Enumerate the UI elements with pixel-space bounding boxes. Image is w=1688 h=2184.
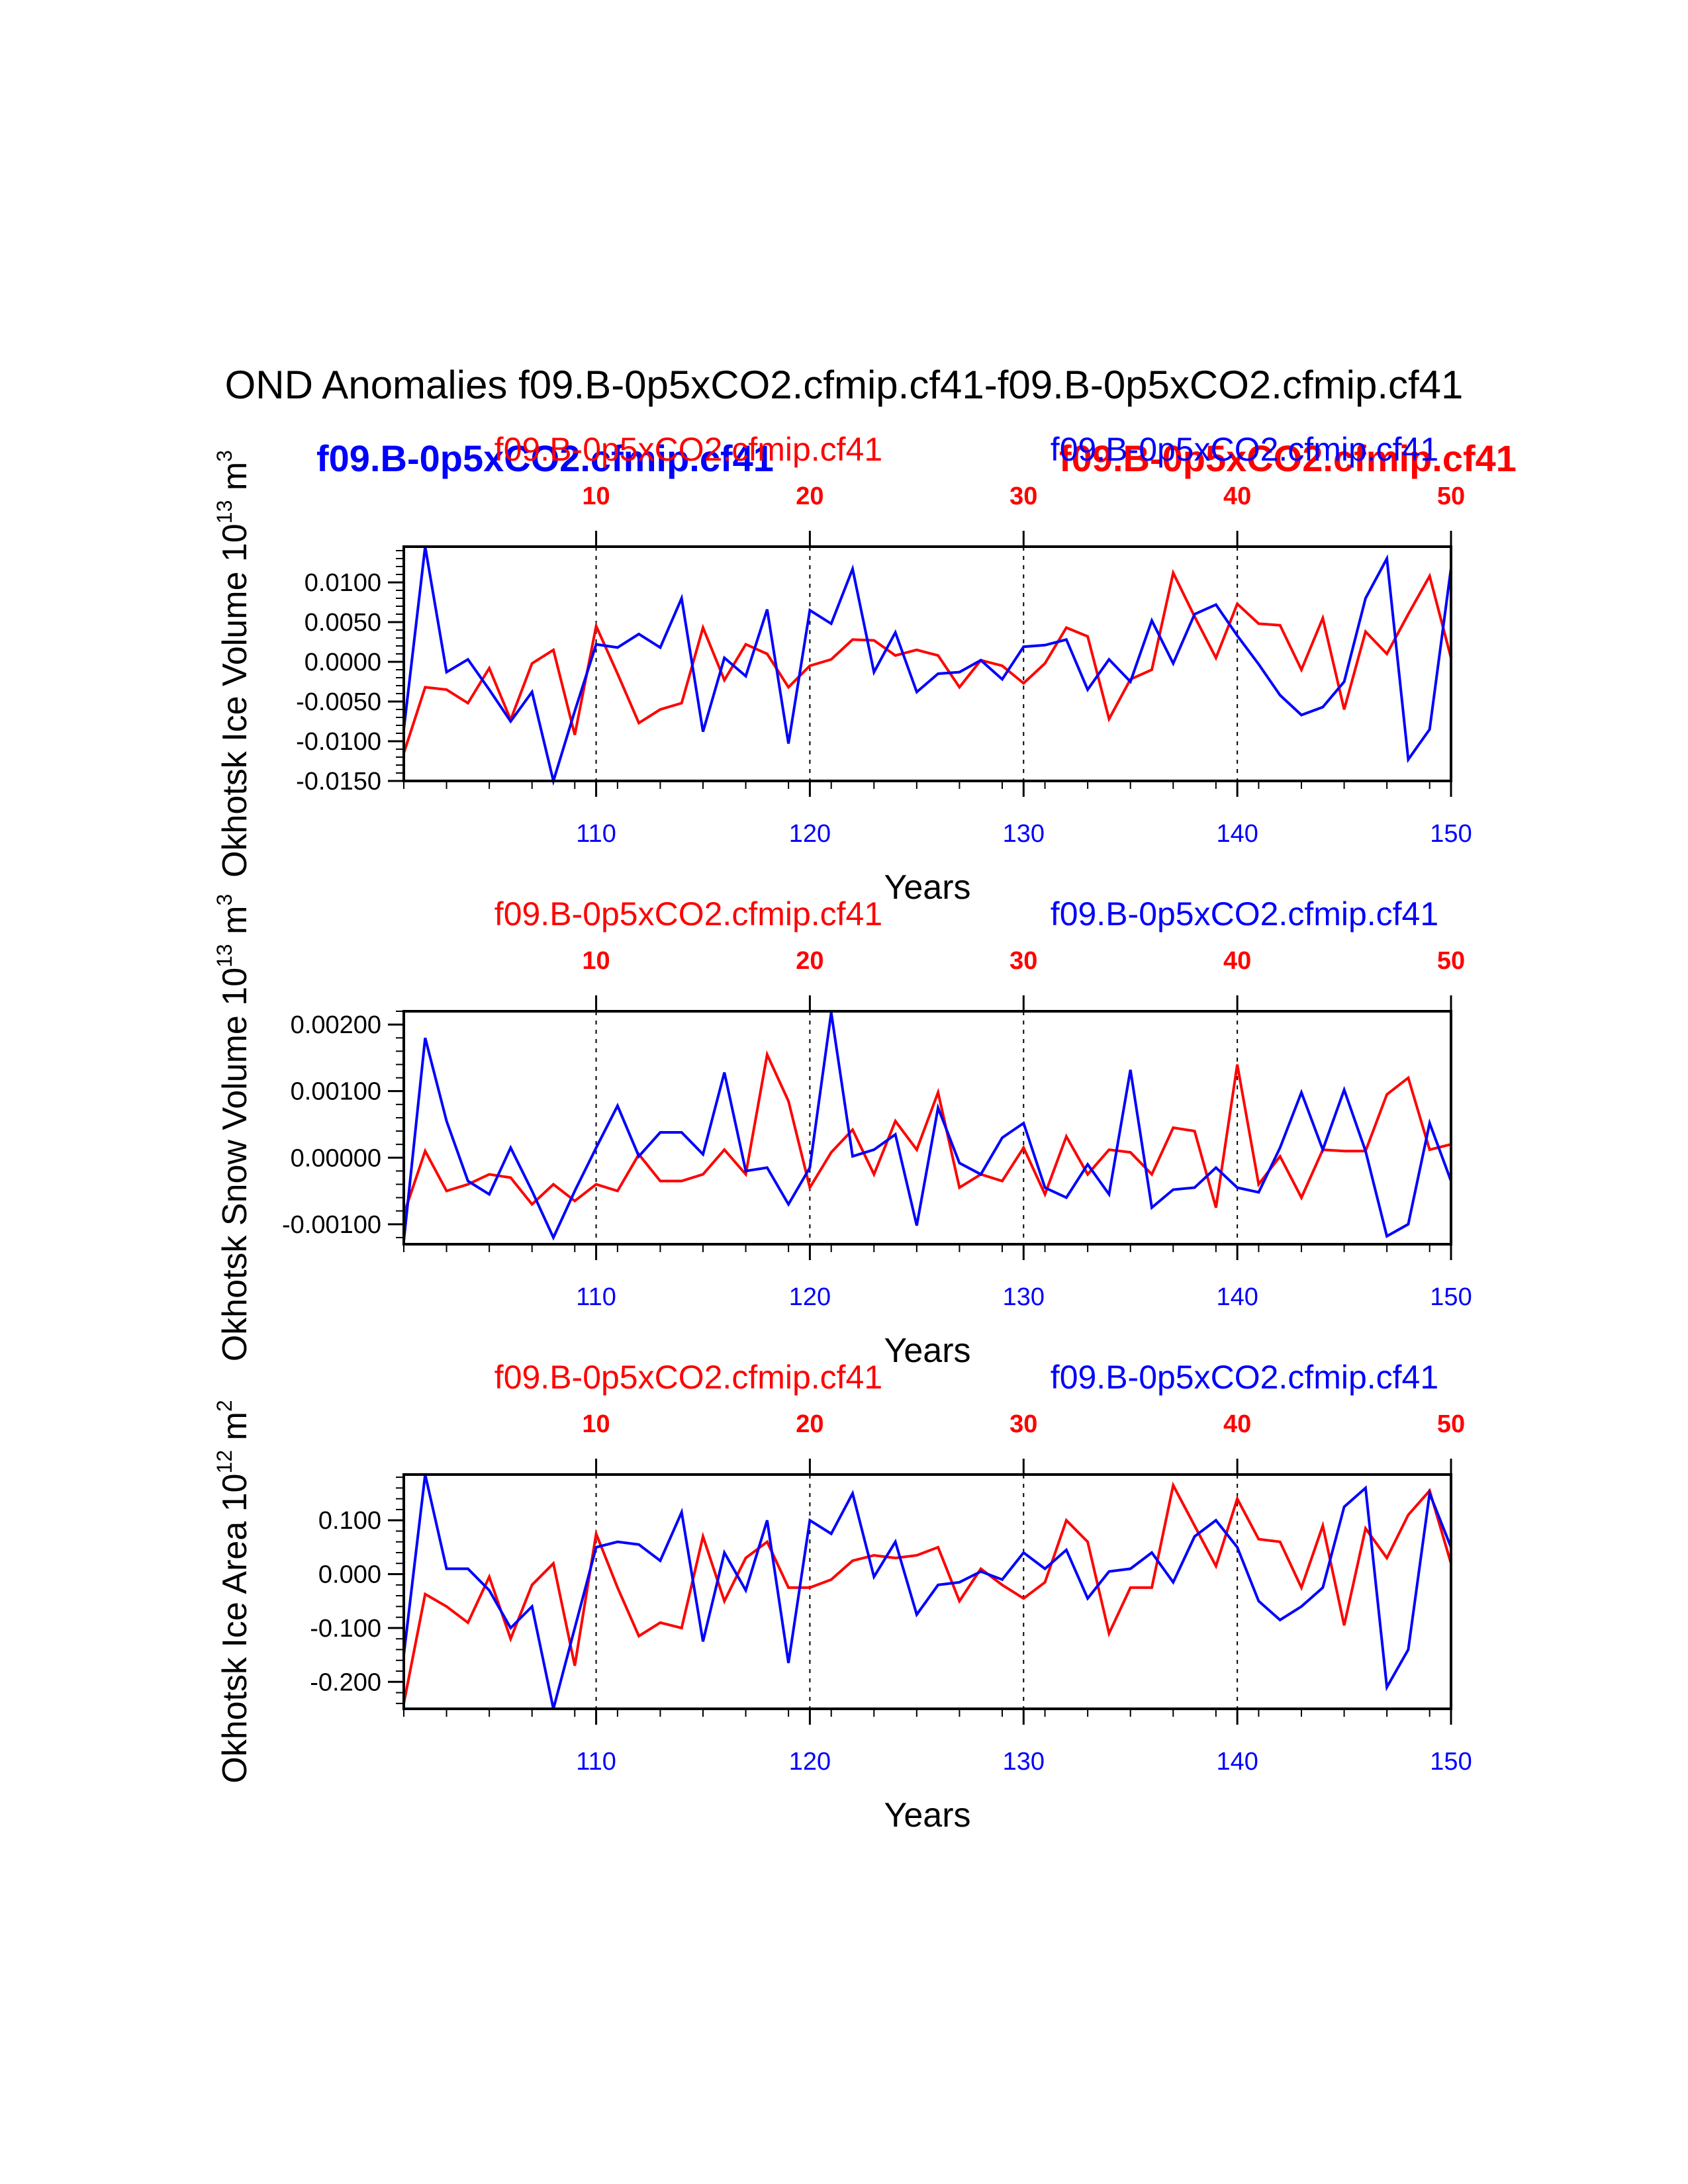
- y-axis-title: Okhotsk Ice Volume 1013 m3: [212, 450, 254, 878]
- x-axis-title: Years: [884, 1796, 970, 1835]
- top-label-left: f09.B-0p5xCO2.cfmip.cf41: [494, 895, 882, 933]
- x-top-tick-label: 20: [796, 1410, 823, 1438]
- x-top-tick-label: 20: [796, 947, 823, 975]
- overlay-label-left: f09.B-0p5xCO2.cfmip.cf41: [316, 437, 774, 479]
- x-top-tick-label: 30: [1009, 482, 1037, 510]
- x-bottom-tick-label: 110: [576, 1748, 616, 1776]
- x-bottom-tick-label: 120: [789, 820, 831, 848]
- x-bottom-tick-label: 130: [1003, 820, 1045, 848]
- x-top-tick-label: 40: [1223, 1410, 1251, 1438]
- y-tick-label: 0.0000: [305, 649, 381, 676]
- x-top-tick-label: 10: [582, 1410, 610, 1438]
- y-axis-title: Okhotsk Ice Area 1012 m2: [212, 1400, 254, 1783]
- y-tick-label: 0.100: [318, 1507, 381, 1535]
- y-tick-label: -0.100: [310, 1615, 381, 1643]
- x-top-tick-label: 30: [1009, 1410, 1037, 1438]
- x-bottom-tick-label: 140: [1216, 1748, 1258, 1776]
- x-bottom-tick-label: 120: [789, 1283, 831, 1311]
- top-label-left: f09.B-0p5xCO2.cfmip.cf41: [494, 1359, 882, 1396]
- blue-series-line: [402, 1474, 1452, 1709]
- plot-frame: [402, 1010, 1452, 1246]
- red-series-line: [402, 569, 1452, 754]
- ice-area-panel: -0.200 -0.100 0.000 0.100 110 120 130 140 150 10 2…: [212, 1359, 1472, 1835]
- x-bottom-tick-label: 150: [1430, 820, 1472, 848]
- x-bottom-tick-label: 130: [1003, 1748, 1045, 1776]
- red-series-line: [402, 1050, 1452, 1215]
- x-bottom-tick-label: 150: [1430, 1748, 1472, 1776]
- x-axis-title: Years: [884, 1332, 970, 1370]
- x-top-tick-label: 40: [1223, 947, 1251, 975]
- plot-frame: [402, 1473, 1452, 1710]
- y-tick-label: 0.000: [318, 1561, 381, 1589]
- x-bottom-tick-label: 140: [1216, 820, 1258, 848]
- x-bottom-tick-label: 110: [576, 820, 616, 848]
- x-top-tick-label: 10: [582, 947, 610, 975]
- x-bottom-tick-label: 150: [1430, 1283, 1472, 1311]
- blue-series-line: [402, 546, 1452, 786]
- figure-title: OND Anomalies f09.B-0p5xCO2.cfmip.cf41-f…: [225, 363, 1464, 407]
- top-label-right: f09.B-0p5xCO2.cfmip.cf41: [1051, 1359, 1438, 1396]
- x-top-tick-label: 10: [582, 482, 610, 510]
- x-bottom-tick-label: 120: [789, 1748, 831, 1776]
- y-tick-label: -0.0150: [296, 768, 381, 796]
- plot-frame: [402, 545, 1452, 782]
- overlay-label-right: f09.B-0p5xCO2.cfmip.cf41: [1059, 437, 1517, 479]
- y-tick-label: -0.200: [310, 1668, 381, 1696]
- y-tick-label: 0.00200: [291, 1011, 381, 1039]
- red-series-line: [402, 1481, 1452, 1704]
- y-tick-label: -0.00100: [282, 1211, 381, 1239]
- y-axis-title: Okhotsk Snow Volume 1013 m3: [212, 894, 254, 1362]
- x-top-tick-label: 50: [1437, 947, 1465, 975]
- ice-volume-panel: -0.0150 -0.0100 -0.0050 0.0000 0.0050 0.0100 1…: [212, 431, 1472, 907]
- blue-series-line: [402, 1012, 1452, 1242]
- x-top-tick-label: 20: [796, 482, 823, 510]
- top-label-right: f09.B-0p5xCO2.cfmip.cf41: [1051, 895, 1438, 933]
- x-bottom-tick-label: 110: [576, 1283, 616, 1311]
- x-top-tick-label: 30: [1009, 947, 1037, 975]
- snow-volume-panel: -0.00100 0.00000 0.00100 0.00200 110 120 130 14…: [212, 894, 1472, 1370]
- x-top-tick-label: 50: [1437, 1410, 1465, 1438]
- top-label-right: f09.B-0p5xCO2.cfmip.cf41: [1051, 431, 1438, 468]
- y-tick-label: 0.00100: [291, 1078, 381, 1106]
- x-top-tick-label: 50: [1437, 482, 1465, 510]
- x-top-tick-label: 40: [1223, 482, 1251, 510]
- y-tick-label: 0.0050: [305, 609, 381, 637]
- y-tick-label: -0.0100: [296, 728, 381, 756]
- y-tick-label: 0.00000: [291, 1144, 381, 1172]
- y-tick-label: -0.0050: [296, 688, 381, 716]
- top-label-left: f09.B-0p5xCO2.cfmip.cf41: [494, 431, 882, 468]
- y-tick-label: 0.0100: [305, 569, 381, 597]
- x-axis-title: Years: [884, 868, 970, 907]
- x-bottom-tick-label: 130: [1003, 1283, 1045, 1311]
- x-bottom-tick-label: 140: [1216, 1283, 1258, 1311]
